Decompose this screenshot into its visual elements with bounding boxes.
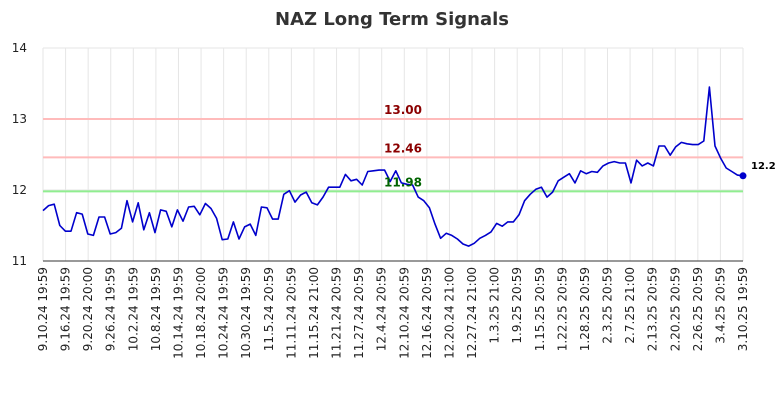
x-tick-label: 10.14.24 19:59 xyxy=(171,267,185,359)
reference-lines xyxy=(43,118,743,193)
axes: 9.10.24 19:59 9.16.24 19:59 9.20.24 20:00 9… xyxy=(12,41,750,359)
x-tick-label: 1.28.25 20:59 xyxy=(578,267,592,351)
x-tick-label: 9.20.24 20:00 xyxy=(81,267,95,351)
x-tick-label: 10.30.24 19:59 xyxy=(239,267,253,359)
x-tick-label: 2.20.25 20:59 xyxy=(668,267,682,351)
last-point-marker xyxy=(739,172,747,180)
x-tick-label: 1.3.25 21:00 xyxy=(488,267,502,344)
x-tick-label: 12.20.24 21:00 xyxy=(442,267,456,359)
x-tick-label: 11.15.24 21:00 xyxy=(307,267,321,359)
series-line xyxy=(42,86,744,247)
y-tick-label: 12 xyxy=(12,183,27,197)
x-tick-label: 11.27.24 20:59 xyxy=(352,267,366,359)
x-tick-label: 9.10.24 19:59 xyxy=(36,267,50,351)
x-tick-label: 10.8.24 19:59 xyxy=(149,267,163,351)
x-tick-label: 12.4.24 20:59 xyxy=(375,267,389,351)
x-tick-label: 2.13.25 20:59 xyxy=(646,267,660,351)
series-layer xyxy=(42,86,747,247)
x-tick-label: 10.18.24 20:00 xyxy=(194,267,208,359)
last-value-label: 12.2 xyxy=(751,161,776,172)
x-tick-label: 3.4.25 20:59 xyxy=(713,267,727,344)
chart-title: NAZ Long Term Signals xyxy=(275,9,509,30)
x-tick-label: 12.10.24 20:59 xyxy=(397,267,411,359)
x-tick-label: 1.15.25 20:59 xyxy=(533,267,547,351)
x-tick-label: 1.9.25 20:59 xyxy=(510,267,524,344)
x-tick-label: 3.10.25 19:59 xyxy=(736,267,750,351)
reference-line-label: 13.00 xyxy=(384,103,422,117)
x-tick-label: 2.26.25 20:59 xyxy=(691,267,705,351)
y-tick-label: 14 xyxy=(12,41,27,55)
grid xyxy=(42,47,744,262)
reference-line-label: 11.98 xyxy=(384,175,422,189)
x-tick-label: 9.16.24 19:59 xyxy=(59,267,73,351)
x-tick-label: 2.7.25 21:00 xyxy=(623,267,637,344)
x-tick-label: 11.11.24 20:59 xyxy=(284,267,298,359)
x-tick-label: 11.5.24 20:59 xyxy=(262,267,276,351)
y-tick-label: 11 xyxy=(12,254,27,268)
x-tick-label: 10.24.24 19:59 xyxy=(217,267,231,359)
x-tick-label: 12.16.24 20:59 xyxy=(420,267,434,359)
x-tick-label: 9.26.24 19:59 xyxy=(104,267,118,351)
x-tick-label: 10.2.24 19:59 xyxy=(126,267,140,351)
x-tick-label: 12.27.24 21:00 xyxy=(465,267,479,359)
x-tick-label: 11.21.24 20:59 xyxy=(330,267,344,359)
y-tick-label: 13 xyxy=(12,112,27,126)
reference-line-label: 12.46 xyxy=(384,141,422,155)
labels: 13.00 12.46 11.98 12.2 xyxy=(384,103,776,189)
x-tick-label: 2.3.25 20:59 xyxy=(601,267,615,344)
x-tick-label: 1.22.25 20:59 xyxy=(555,267,569,351)
